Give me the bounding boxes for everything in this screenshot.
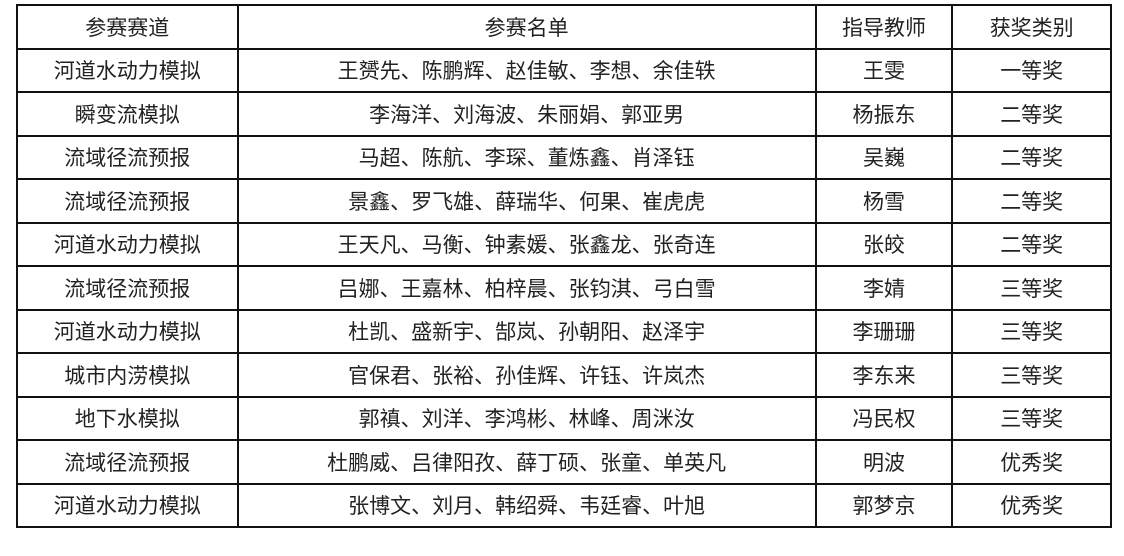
table-row: 流域径流预报 吕娜、王嘉林、柏梓晨、张钧淇、弓白雪 李婧 三等奖	[16, 265, 1112, 311]
header-track: 参赛赛道	[16, 4, 239, 50]
award-cell: 一等奖	[951, 47, 1112, 93]
award-cell: 三等奖	[951, 308, 1112, 354]
members-cell: 张博文、刘月、韩绍舜、韦廷睿、叶旭	[236, 482, 817, 528]
advisor-cell: 张皎	[814, 221, 954, 267]
track-cell: 瞬变流模拟	[16, 91, 239, 137]
track-cell: 流域径流预报	[16, 178, 239, 224]
members-cell: 王赟先、陈鹏辉、赵佳敏、李想、余佳轶	[236, 47, 817, 93]
award-cell: 优秀奖	[951, 482, 1112, 528]
members-cell: 杜凯、盛新宇、郜岚、孙朝阳、赵泽宇	[236, 308, 817, 354]
track-cell: 流域径流预报	[16, 265, 239, 311]
track-cell: 流域径流预报	[16, 439, 239, 485]
members-cell: 吕娜、王嘉林、柏梓晨、张钧淇、弓白雪	[236, 265, 817, 311]
award-cell: 三等奖	[951, 265, 1112, 311]
track-cell: 河道水动力模拟	[16, 482, 239, 528]
table-row: 地下水模拟 郭禛、刘洋、李鸿彬、林峰、周洣汝 冯民权 三等奖	[16, 395, 1112, 441]
table-row: 流域径流预报 杜鹏威、吕律阳孜、薛丁硕、张童、单英凡 明波 优秀奖	[16, 439, 1112, 485]
advisor-cell: 吴巍	[814, 134, 954, 180]
advisor-cell: 李东来	[814, 352, 954, 398]
table-row: 流域径流预报 马超、陈航、李琛、董炼鑫、肖泽钰 吴巍 二等奖	[16, 134, 1112, 180]
advisor-cell: 杨雪	[814, 178, 954, 224]
members-cell: 王天凡、马衡、钟素媛、张鑫龙、张奇连	[236, 221, 817, 267]
advisor-cell: 李珊珊	[814, 308, 954, 354]
members-cell: 杜鹏威、吕律阳孜、薛丁硕、张童、单英凡	[236, 439, 817, 485]
track-cell: 城市内涝模拟	[16, 352, 239, 398]
award-cell: 二等奖	[951, 91, 1112, 137]
track-cell: 河道水动力模拟	[16, 221, 239, 267]
header-advisor: 指导教师	[814, 4, 954, 50]
track-cell: 河道水动力模拟	[16, 47, 239, 93]
members-cell: 景鑫、罗飞雄、薛瑞华、何果、崔虎虎	[236, 178, 817, 224]
members-cell: 马超、陈航、李琛、董炼鑫、肖泽钰	[236, 134, 817, 180]
award-cell: 三等奖	[951, 352, 1112, 398]
table-row: 城市内涝模拟 官保君、张裕、孙佳辉、许钰、许岚杰 李东来 三等奖	[16, 352, 1112, 398]
advisor-cell: 杨振东	[814, 91, 954, 137]
award-cell: 二等奖	[951, 221, 1112, 267]
table-row: 河道水动力模拟 王赟先、陈鹏辉、赵佳敏、李想、余佳轶 王雯 一等奖	[16, 47, 1112, 93]
header-members: 参赛名单	[236, 4, 817, 50]
members-cell: 郭禛、刘洋、李鸿彬、林峰、周洣汝	[236, 395, 817, 441]
track-cell: 流域径流预报	[16, 134, 239, 180]
advisor-cell: 明波	[814, 439, 954, 485]
award-cell: 三等奖	[951, 395, 1112, 441]
table-row: 河道水动力模拟 杜凯、盛新宇、郜岚、孙朝阳、赵泽宇 李珊珊 三等奖	[16, 308, 1112, 354]
awards-table: 参赛赛道 参赛名单 指导教师 获奖类别 河道水动力模拟 王赟先、陈鹏辉、赵佳敏、李…	[16, 4, 1112, 528]
award-cell: 二等奖	[951, 134, 1112, 180]
table-row: 河道水动力模拟 张博文、刘月、韩绍舜、韦廷睿、叶旭 郭梦京 优秀奖	[16, 482, 1112, 528]
advisor-cell: 李婧	[814, 265, 954, 311]
members-cell: 官保君、张裕、孙佳辉、许钰、许岚杰	[236, 352, 817, 398]
track-cell: 地下水模拟	[16, 395, 239, 441]
members-cell: 李海洋、刘海波、朱丽娟、郭亚男	[236, 91, 817, 137]
header-row: 参赛赛道 参赛名单 指导教师 获奖类别	[16, 4, 1112, 50]
track-cell: 河道水动力模拟	[16, 308, 239, 354]
table-row: 河道水动力模拟 王天凡、马衡、钟素媛、张鑫龙、张奇连 张皎 二等奖	[16, 221, 1112, 267]
award-cell: 二等奖	[951, 178, 1112, 224]
award-cell: 优秀奖	[951, 439, 1112, 485]
advisor-cell: 郭梦京	[814, 482, 954, 528]
table-row: 瞬变流模拟 李海洋、刘海波、朱丽娟、郭亚男 杨振东 二等奖	[16, 91, 1112, 137]
table-row: 流域径流预报 景鑫、罗飞雄、薛瑞华、何果、崔虎虎 杨雪 二等奖	[16, 178, 1112, 224]
advisor-cell: 冯民权	[814, 395, 954, 441]
advisor-cell: 王雯	[814, 47, 954, 93]
header-award: 获奖类别	[951, 4, 1112, 50]
